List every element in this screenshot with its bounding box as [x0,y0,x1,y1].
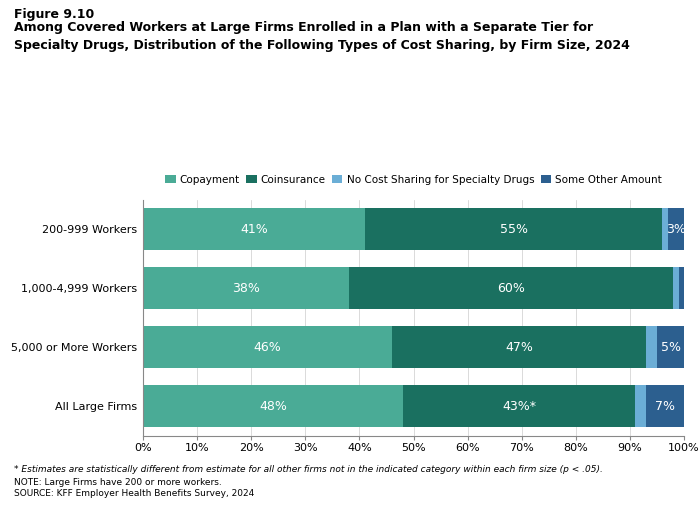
Bar [668,208,684,250]
Bar [403,385,635,427]
Bar [143,267,348,309]
Bar [646,385,684,427]
Text: NOTE: Large Firms have 200 or more workers.: NOTE: Large Firms have 200 or more worke… [14,478,222,487]
Bar [392,326,646,369]
Legend: Copayment, Coinsurance, No Cost Sharing for Specialty Drugs, Some Other Amount: Copayment, Coinsurance, No Cost Sharing … [165,175,662,185]
Text: 38%: 38% [232,281,260,295]
Bar [143,385,403,427]
Bar [673,267,678,309]
Bar [365,208,662,250]
Bar [678,267,684,309]
Text: 43%*: 43%* [502,400,536,413]
Text: 60%: 60% [497,281,525,295]
Bar [657,326,684,369]
Text: 5%: 5% [660,341,681,354]
Bar [143,326,392,369]
Text: * Estimates are statistically different from estimate for all other firms not in: * Estimates are statistically different … [14,465,603,474]
Text: 41%: 41% [240,223,268,236]
Text: 48%: 48% [259,400,287,413]
Text: Figure 9.10: Figure 9.10 [14,8,94,21]
Text: 3%: 3% [666,223,686,236]
Bar [662,208,668,250]
Text: 46%: 46% [253,341,281,354]
Bar [348,267,673,309]
Text: Among Covered Workers at Large Firms Enrolled in a Plan with a Separate Tier for: Among Covered Workers at Large Firms Enr… [14,21,630,52]
Bar [635,385,646,427]
Text: 55%: 55% [500,223,528,236]
Bar [143,208,365,250]
Text: 47%: 47% [505,341,533,354]
Bar [646,326,657,369]
Text: SOURCE: KFF Employer Health Benefits Survey, 2024: SOURCE: KFF Employer Health Benefits Sur… [14,489,254,498]
Text: 7%: 7% [655,400,675,413]
